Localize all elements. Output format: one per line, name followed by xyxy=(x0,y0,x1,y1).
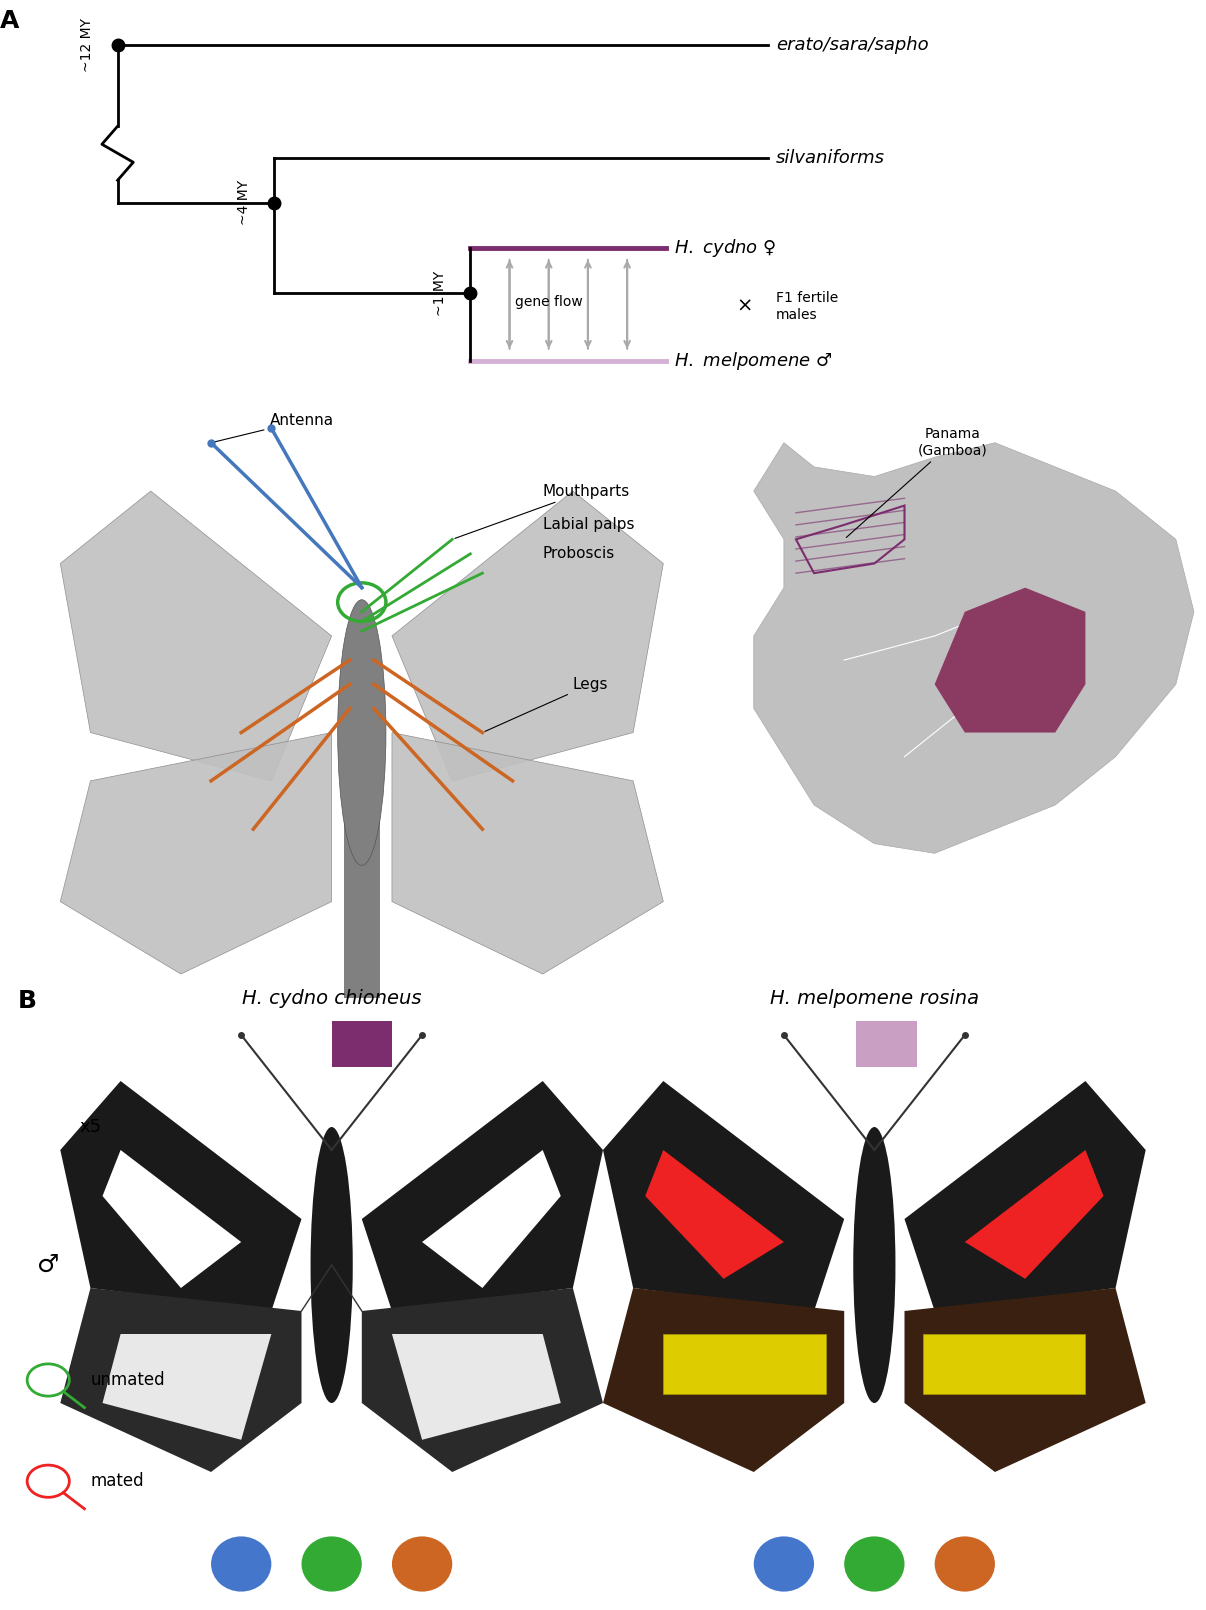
Polygon shape xyxy=(60,491,332,781)
Polygon shape xyxy=(392,733,663,974)
Polygon shape xyxy=(60,733,332,974)
Text: ×: × xyxy=(737,296,753,316)
Text: Antenna: Antenna xyxy=(213,414,334,443)
Ellipse shape xyxy=(844,1536,904,1592)
Polygon shape xyxy=(603,1288,844,1472)
Text: F1 fertile
males: F1 fertile males xyxy=(777,291,838,322)
Polygon shape xyxy=(754,443,1194,853)
Ellipse shape xyxy=(211,1536,271,1592)
Polygon shape xyxy=(392,491,663,781)
Text: Mouthparts: Mouthparts xyxy=(455,483,630,538)
Text: ~4 MY: ~4 MY xyxy=(236,180,251,225)
Polygon shape xyxy=(103,1150,241,1288)
Text: gene flow: gene flow xyxy=(515,295,582,309)
FancyBboxPatch shape xyxy=(856,1021,917,1067)
Text: H. melpomene rosina: H. melpomene rosina xyxy=(769,989,979,1008)
Ellipse shape xyxy=(302,1536,362,1592)
Polygon shape xyxy=(422,1150,561,1288)
Text: $H.$ $cydno$ ♀: $H.$ $cydno$ ♀ xyxy=(674,237,777,259)
Text: x5: x5 xyxy=(80,1117,101,1137)
Polygon shape xyxy=(663,1335,826,1394)
Text: Proboscis: Proboscis xyxy=(543,546,615,562)
Polygon shape xyxy=(965,1150,1103,1278)
Polygon shape xyxy=(362,1288,603,1472)
Polygon shape xyxy=(935,588,1085,733)
Polygon shape xyxy=(904,1080,1146,1311)
Ellipse shape xyxy=(854,1127,895,1402)
Polygon shape xyxy=(60,1288,302,1472)
Text: Panama
(Gamboa): Panama (Gamboa) xyxy=(847,427,988,538)
Polygon shape xyxy=(362,1080,603,1311)
Polygon shape xyxy=(645,1150,784,1278)
Polygon shape xyxy=(392,1335,561,1439)
Text: A: A xyxy=(0,10,19,34)
Ellipse shape xyxy=(338,601,386,866)
Text: unmated: unmated xyxy=(90,1372,165,1389)
Ellipse shape xyxy=(392,1536,452,1592)
Polygon shape xyxy=(103,1335,271,1439)
Text: ♂: ♂ xyxy=(37,1253,59,1277)
Text: $H.$ $melpomene$ ♂: $H.$ $melpomene$ ♂ xyxy=(674,349,832,372)
Text: ~1 MY: ~1 MY xyxy=(433,270,447,316)
Text: erato/sara/sapho: erato/sara/sapho xyxy=(777,35,929,55)
Polygon shape xyxy=(60,1080,302,1311)
Ellipse shape xyxy=(754,1536,814,1592)
Ellipse shape xyxy=(935,1536,995,1592)
Ellipse shape xyxy=(311,1127,353,1402)
Text: ~12 MY: ~12 MY xyxy=(80,18,94,72)
Polygon shape xyxy=(904,1288,1146,1472)
Text: B: B xyxy=(18,989,37,1013)
Text: Legs: Legs xyxy=(485,676,608,731)
Polygon shape xyxy=(603,1080,844,1311)
Bar xyxy=(344,781,380,998)
FancyBboxPatch shape xyxy=(332,1021,392,1067)
Text: Labial palps: Labial palps xyxy=(543,517,634,533)
Text: silvaniforms: silvaniforms xyxy=(777,148,885,167)
Text: H. cydno chioneus: H. cydno chioneus xyxy=(242,989,421,1008)
Text: mated: mated xyxy=(90,1472,144,1491)
Polygon shape xyxy=(923,1335,1085,1394)
